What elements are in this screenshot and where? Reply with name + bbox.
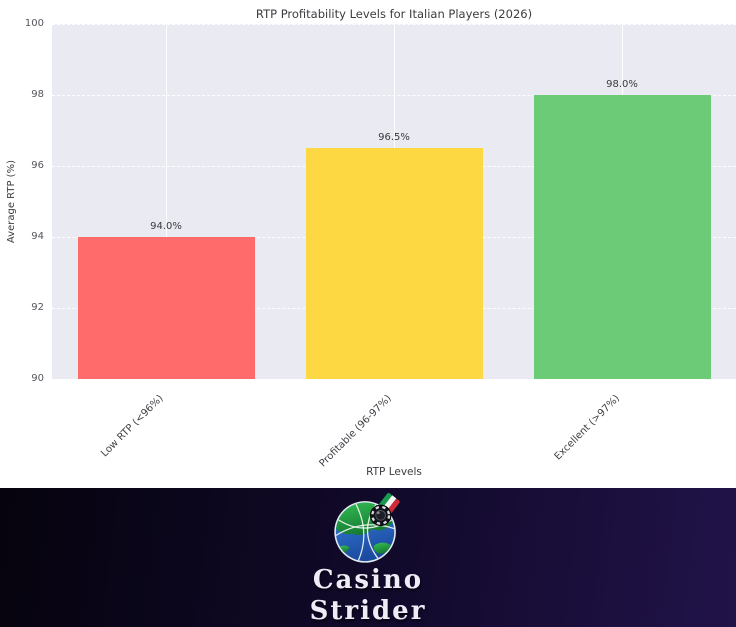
bar-2 (533, 95, 711, 379)
x-tick-label-0: Low RTP (<96%) (99, 393, 166, 460)
x-axis-label: RTP Levels (366, 466, 422, 478)
y-tick-label-100: 100 (24, 18, 44, 29)
y-axis-label: Average RTP (%) (6, 159, 17, 244)
chart-title: RTP Profitability Levels for Italian Pla… (255, 7, 533, 21)
brand-footer: Casino Strider (0, 488, 736, 627)
bar-1 (305, 148, 483, 379)
globe-casino-chip-italian-flag-icon (334, 492, 400, 563)
y-tick-label-90: 90 (31, 373, 44, 384)
brand-name-line1: Casino (312, 565, 424, 595)
bar-value-label-2: 98.0% (606, 79, 638, 90)
chart-region: RTP Profitability Levels for Italian Pla… (6, 7, 736, 478)
plot-area: 94.0% 96.5% 98.0% (52, 24, 736, 379)
gridline-x-0 (165, 24, 167, 379)
bar-value-label-1: 96.5% (378, 132, 410, 144)
brand-footer-inner: Casino Strider (0, 488, 736, 627)
y-tick-label-94: 94 (31, 231, 44, 242)
y-tick-label-98: 98 (31, 89, 44, 100)
bar-0 (77, 237, 255, 379)
x-tick-zone: Low RTP (<96%) Profitable (96-97%) Excelle… (52, 383, 736, 469)
x-tick-label-1: Profitable (96-97%) (317, 393, 394, 470)
x-tick-label-2: Excellent (>97%) (552, 393, 622, 463)
bar-value-label-0: 94.0% (150, 221, 182, 232)
y-tick-label-92: 92 (31, 302, 44, 313)
y-tick-label-96: 96 (31, 160, 44, 171)
brand-name-line2: Strider (309, 596, 427, 626)
casino-chip-icon (369, 504, 392, 527)
